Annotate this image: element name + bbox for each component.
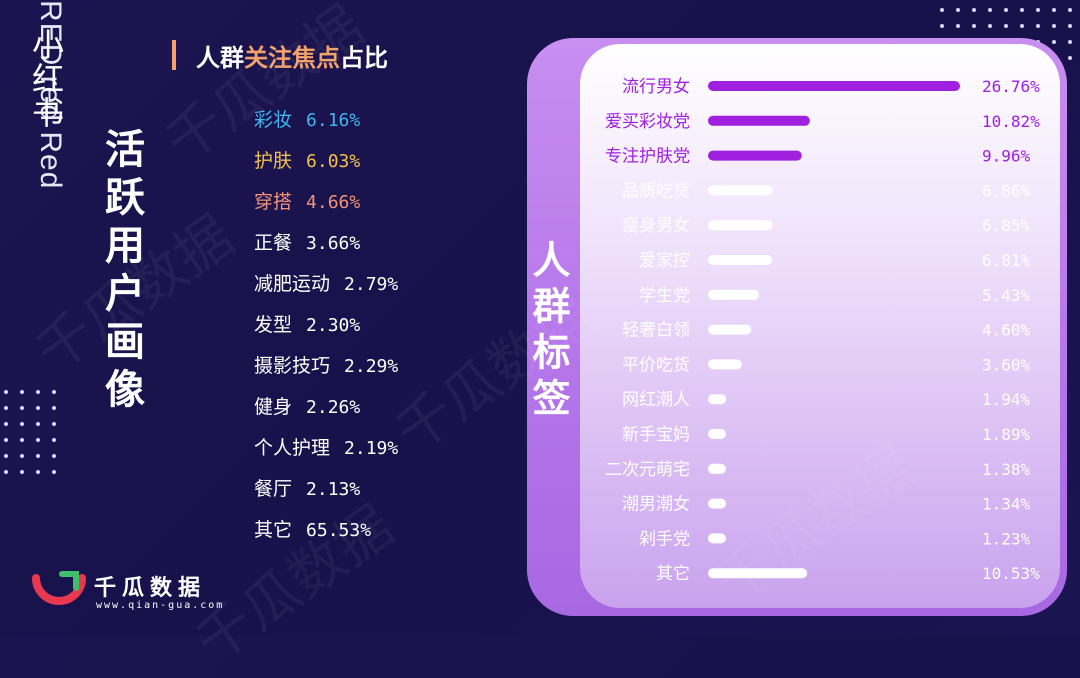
focus-item: 个人护理 2.19% xyxy=(254,432,398,473)
qiangua-logo-icon xyxy=(32,571,86,605)
focus-item-value: 2.19% xyxy=(344,438,399,459)
bar-value-label: 1.89% xyxy=(982,425,1031,444)
bar-category-label: 二次元萌宅 xyxy=(605,460,690,480)
focus-item-value: 3.66% xyxy=(306,233,361,254)
bar-category-label: 其它 xyxy=(656,564,690,584)
bar xyxy=(708,533,726,544)
bar xyxy=(708,115,810,126)
focus-item: 餐厅 2.13% xyxy=(254,473,398,514)
bar xyxy=(708,289,760,300)
bar-category-label: 网红潮人 xyxy=(622,390,690,410)
bar-category-label: 新手宝妈 xyxy=(622,425,690,445)
focus-item: 健身 2.26% xyxy=(254,391,398,432)
focus-item-label: 减肥运动 xyxy=(254,273,331,295)
bar-category-label: 专注护肤党 xyxy=(605,147,690,167)
bar-category-label: 学生党 xyxy=(639,286,690,306)
focus-item-label: 正餐 xyxy=(254,232,293,254)
focus-item: 减肥运动 2.79% xyxy=(254,268,398,309)
bar-value-label: 6.81% xyxy=(982,251,1031,270)
section-title: 活跃用户画像 xyxy=(98,128,144,416)
focus-item-value: 2.13% xyxy=(306,479,361,500)
bar-category-label: 瘦身男女 xyxy=(622,216,690,236)
focus-item-label: 个人护理 xyxy=(254,437,331,459)
bar xyxy=(708,429,726,439)
bar xyxy=(708,324,752,335)
bar-category-label: 平价吃货 xyxy=(622,355,690,375)
focus-item-value: 2.26% xyxy=(306,397,361,418)
bar-value-label: 26.76% xyxy=(982,77,1040,96)
focus-item-value: 6.03% xyxy=(306,151,361,172)
focus-item: 彩妆 6.16% xyxy=(254,104,398,145)
bar-value-label: 5.43% xyxy=(982,286,1031,305)
logo-url: www.qian-gua.com xyxy=(96,600,225,611)
tag-panel-label: 人群标签 xyxy=(526,240,570,424)
bar-value-label: 6.86% xyxy=(982,181,1031,200)
focus-item-label: 摄影技巧 xyxy=(254,355,331,377)
title-accent-bar xyxy=(172,40,176,70)
bar-value-label: 1.38% xyxy=(982,460,1031,479)
bar-value-label: 1.34% xyxy=(982,495,1031,514)
focus-item: 摄影技巧 2.29% xyxy=(254,350,398,391)
bar-value-label: 6.85% xyxy=(982,216,1031,235)
bar-value-label: 4.60% xyxy=(982,321,1031,340)
focus-item: 正餐 3.66% xyxy=(254,227,398,268)
bar xyxy=(708,81,960,91)
focus-title-prefix: 人群 xyxy=(196,43,244,72)
tag-panel xyxy=(580,44,1060,608)
bar xyxy=(708,463,726,474)
focus-item-label: 发型 xyxy=(254,314,293,336)
focus-item-label: 餐厅 xyxy=(254,478,293,500)
logo-name: 千瓜数据 xyxy=(94,576,207,601)
focus-list: 彩妆 6.16% 护肤 6.03% 穿搭 4.66% 正餐 3.66% 减肥运动 2.79% 发型 2… xyxy=(254,104,398,555)
bar xyxy=(708,255,773,265)
bar-category-label: 潮男潮女 xyxy=(622,495,690,515)
focus-item-value: 2.30% xyxy=(306,315,361,336)
focus-item: 其它 65.53% xyxy=(254,514,398,555)
focus-item-value: 4.66% xyxy=(306,192,361,213)
focus-item: 穿搭 4.66% xyxy=(254,186,398,227)
tag-bar-chart: 流行男女 26.76% 爱买彩妆党 10.82% 专注护肤党 9.96% 品质吃货 6.86%… xyxy=(605,77,1041,584)
bar-value-label: 10.82% xyxy=(982,112,1040,131)
focus-title-suffix: 占比 xyxy=(340,43,388,72)
bar xyxy=(708,220,773,231)
bar xyxy=(708,394,727,405)
bar-value-label: 3.60% xyxy=(982,355,1031,374)
focus-item-value: 2.79% xyxy=(344,274,399,295)
bar-value-label: 1.94% xyxy=(982,390,1031,409)
focus-title-highlight: 关注焦点 xyxy=(244,43,340,72)
bar-category-label: 品质吃货 xyxy=(622,181,690,201)
bar-value-label: 10.53% xyxy=(982,564,1040,583)
focus-item-value: 65.53% xyxy=(306,520,372,541)
bar-category-label: 流行男女 xyxy=(622,77,690,97)
bar xyxy=(708,359,742,370)
bar-category-label: 轻奢白领 xyxy=(622,321,690,341)
bar-category-label: 爱家控 xyxy=(639,251,690,271)
focus-item-value: 6.16% xyxy=(306,110,361,131)
focus-item: 护肤 6.03% xyxy=(254,145,398,186)
bar-category-label: 爱买彩妆党 xyxy=(605,112,690,132)
focus-item-label: 护肤 xyxy=(254,150,293,172)
focus-item: 发型 2.30% xyxy=(254,309,398,350)
bar xyxy=(708,568,808,579)
focus-item-label: 其它 xyxy=(254,519,293,541)
bar-category-label: 剁手党 xyxy=(639,529,690,549)
focus-item-label: 彩妆 xyxy=(254,109,293,131)
bar xyxy=(708,185,773,196)
focus-item-value: 2.29% xyxy=(344,356,399,377)
focus-item-label: 健身 xyxy=(254,396,293,418)
bar-value-label: 1.23% xyxy=(982,529,1031,548)
brand-vertical-cn: 小红书 xyxy=(27,28,65,130)
bar xyxy=(708,150,802,161)
focus-item-label: 穿搭 xyxy=(254,191,293,213)
focus-title: 人群 关注焦点 占比 xyxy=(172,38,388,72)
bar xyxy=(708,498,726,509)
bar-value-label: 9.96% xyxy=(982,147,1031,166)
